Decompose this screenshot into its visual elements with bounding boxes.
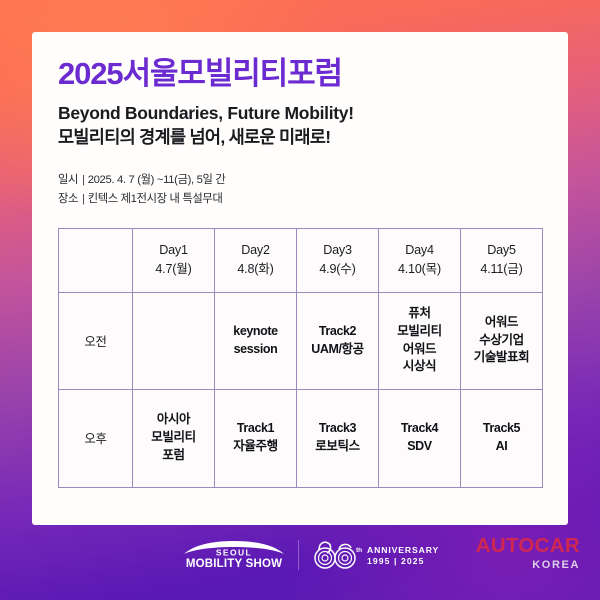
event-venue-row: 장소 | 킨텍스 제1전시장 내 특설무대 <box>58 190 542 209</box>
anniversary-years: 1995 | 2025 <box>367 556 425 567</box>
cell-afternoon-day3: Track3 로보틱스 <box>296 388 379 488</box>
table-header-day3: Day3 4.9(수) <box>296 227 379 293</box>
cell-afternoon-day2: Track1 자율주행 <box>214 388 297 488</box>
seoul-mobility-show-logo: SEOUL MOBILITY SHOW <box>178 538 290 574</box>
cell-line: Track3 <box>318 421 357 436</box>
day-name: Day5 <box>487 243 516 258</box>
table-corner-cell <box>58 227 133 293</box>
cell-line: session <box>233 341 278 356</box>
cell-line: 모빌리티 <box>151 430 196 445</box>
cell-line: Track1 <box>236 421 275 436</box>
poster-header: 2025서울모빌리티포럼 Beyond Boundaries, Future M… <box>32 56 568 209</box>
event-date-label: 일시 <box>58 174 79 187</box>
event-venue-value: 킨텍스 제1전시장 내 특설무대 <box>87 192 223 205</box>
cell-line: 기술발표회 <box>473 350 530 365</box>
cell-line: Track5 <box>482 421 521 436</box>
cell-line: 모빌리티 <box>397 323 442 338</box>
event-venue-label: 장소 <box>58 192 79 205</box>
cell-line: 어워드 <box>402 341 437 356</box>
day-date: 4.10(목) <box>397 262 442 277</box>
tagline-english: Beyond Boundaries, Future Mobility! <box>58 102 354 123</box>
event-info-block: 일시 | 2025. 4. 7 (월) ~11(금), 5일 간 장소 | 킨텍스 제1… <box>58 171 542 208</box>
cell-line: AI <box>495 439 508 454</box>
table-header-row: Day1 4.7(월) Day2 4.8(화) Day3 4.9(수) Day4… <box>58 227 543 293</box>
poster-footer: SEOUL MOBILITY SHOW th ANNIVERSARY 1995 … <box>0 534 600 590</box>
day-date: 4.11(금) <box>480 262 523 277</box>
cell-morning-day3: Track2 UAM/항공 <box>296 291 379 390</box>
cell-line: 로보틱스 <box>315 439 360 454</box>
svg-text:MOBILITY SHOW: MOBILITY SHOW <box>186 558 282 570</box>
cell-line: 어워드 <box>484 314 519 329</box>
day-date: 4.7(월) <box>155 262 192 277</box>
day-name: Day1 <box>159 243 188 258</box>
autocar-korea-logo: AUTOCAR KOREA <box>456 534 580 571</box>
svg-text:th: th <box>356 547 362 554</box>
cell-line: 포럼 <box>162 447 185 462</box>
cell-morning-day1 <box>132 291 215 390</box>
schedule-table: Day1 4.7(월) Day2 4.8(화) Day3 4.9(수) Day4… <box>58 227 543 488</box>
cell-line: 퓨처 <box>408 306 431 321</box>
cell-line: 시상식 <box>402 359 437 374</box>
cell-line: keynote <box>233 323 278 338</box>
svg-text:SEOUL: SEOUL <box>216 548 252 558</box>
table-header-day1: Day1 4.7(월) <box>132 227 215 293</box>
anniversary-text: ANNIVERSARY 1995 | 2025 <box>367 546 439 566</box>
day-date: 4.8(화) <box>237 262 274 277</box>
cell-line: Track4 <box>400 421 439 436</box>
cell-line: 자율주행 <box>233 439 278 454</box>
schedule-table-wrapper: Day1 4.7(월) Day2 4.8(화) Day3 4.9(수) Day4… <box>32 227 568 488</box>
cell-afternoon-day4: Track4 SDV <box>378 388 461 488</box>
cell-afternoon-day5: Track5 AI <box>460 388 543 488</box>
cell-line: SDV <box>407 439 432 454</box>
table-row: 오전 keynote session Track2 UAM/항공 퓨처 모빌리티 어워드… <box>58 291 543 390</box>
day-name: Day2 <box>241 243 270 258</box>
table-header-day5: Day5 4.11(금) <box>460 227 543 293</box>
table-header-day2: Day2 4.8(화) <box>214 227 297 293</box>
day-name: Day3 <box>323 243 352 258</box>
info-separator: | <box>82 192 85 205</box>
cell-line: 수상기업 <box>479 332 524 347</box>
page-title: 2025서울모빌리티포럼 <box>58 56 343 91</box>
anniversary-label: ANNIVERSARY <box>367 545 440 556</box>
info-separator: | <box>82 174 85 187</box>
car-silhouette-icon: SEOUL MOBILITY SHOW <box>184 541 284 570</box>
cell-line: UAM/항공 <box>311 341 364 356</box>
poster-card: 2025서울모빌리티포럼 Beyond Boundaries, Future M… <box>32 32 568 525</box>
anniversary-swirl-icon: th <box>314 541 362 569</box>
cell-line: Track2 <box>318 323 357 338</box>
cell-morning-day2: keynote session <box>214 291 297 390</box>
autocar-brand: AUTOCAR <box>475 534 580 557</box>
row-label-afternoon: 오후 <box>58 388 133 488</box>
day-date: 4.9(수) <box>319 262 356 277</box>
event-date-row: 일시 | 2025. 4. 7 (월) ~11(금), 5일 간 <box>58 171 542 190</box>
event-date-value: 2025. 4. 7 (월) ~11(금), 5일 간 <box>87 174 226 187</box>
autocar-region: KOREA <box>532 558 580 571</box>
footer-logo-divider <box>298 540 299 570</box>
day-name: Day4 <box>405 243 434 258</box>
anniversary-logo: th ANNIVERSARY 1995 | 2025 <box>310 536 438 576</box>
table-header-day4: Day4 4.10(목) <box>378 227 461 293</box>
row-label-morning: 오전 <box>58 291 133 390</box>
tagline-korean: 모빌리티의 경계를 넘어, 새로운 미래로! <box>58 127 331 148</box>
cell-line: 아시아 <box>156 412 191 427</box>
